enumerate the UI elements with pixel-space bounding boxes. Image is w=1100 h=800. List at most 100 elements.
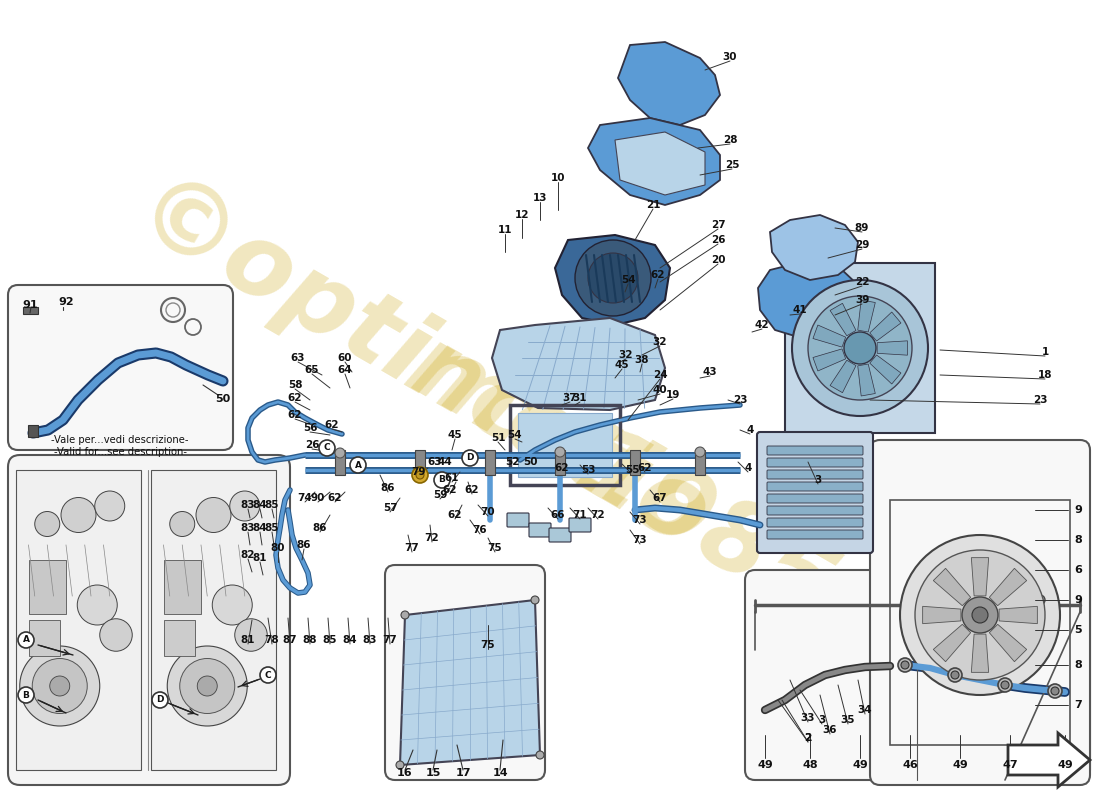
FancyBboxPatch shape xyxy=(870,440,1090,785)
Text: nce1985: nce1985 xyxy=(389,318,850,642)
Text: 10: 10 xyxy=(551,173,565,183)
Text: 45: 45 xyxy=(448,430,462,440)
Text: 18: 18 xyxy=(1037,370,1053,380)
Circle shape xyxy=(792,280,928,416)
Text: 62: 62 xyxy=(288,410,302,420)
Bar xyxy=(890,500,1070,745)
Circle shape xyxy=(1035,595,1045,605)
Circle shape xyxy=(575,240,651,316)
Text: 74: 74 xyxy=(298,493,312,503)
Text: A: A xyxy=(354,461,362,470)
Text: 58: 58 xyxy=(288,380,302,390)
Text: 37: 37 xyxy=(563,393,578,403)
Circle shape xyxy=(962,597,998,633)
Text: 90: 90 xyxy=(311,493,326,503)
Text: 60: 60 xyxy=(338,353,352,363)
Polygon shape xyxy=(923,606,961,624)
Text: 85: 85 xyxy=(265,500,279,510)
Text: 7: 7 xyxy=(1074,700,1082,710)
Polygon shape xyxy=(989,568,1026,606)
Text: 5: 5 xyxy=(1075,625,1081,635)
Circle shape xyxy=(32,658,87,714)
Circle shape xyxy=(152,692,168,708)
Text: 54: 54 xyxy=(508,430,522,440)
Text: 57: 57 xyxy=(383,503,397,513)
Text: D: D xyxy=(156,695,164,705)
Text: 40: 40 xyxy=(652,385,668,395)
FancyBboxPatch shape xyxy=(767,470,864,479)
Text: 16: 16 xyxy=(397,768,412,778)
Bar xyxy=(336,450,345,475)
Text: 65: 65 xyxy=(305,365,319,375)
Circle shape xyxy=(556,447,565,457)
Text: 34: 34 xyxy=(858,705,872,715)
Circle shape xyxy=(844,332,876,364)
Text: 77: 77 xyxy=(383,635,397,645)
Circle shape xyxy=(260,667,276,683)
Text: 23: 23 xyxy=(733,395,747,405)
Polygon shape xyxy=(870,312,901,341)
Text: 85: 85 xyxy=(265,523,279,533)
Circle shape xyxy=(319,440,336,456)
Text: 62: 62 xyxy=(324,420,339,430)
Text: 27: 27 xyxy=(711,220,725,230)
FancyBboxPatch shape xyxy=(767,530,864,539)
Text: 9: 9 xyxy=(1074,595,1082,605)
Text: 62: 62 xyxy=(554,463,570,473)
FancyBboxPatch shape xyxy=(8,285,233,450)
Text: 63: 63 xyxy=(428,457,442,467)
Bar xyxy=(695,450,705,475)
Bar xyxy=(518,413,612,477)
Polygon shape xyxy=(400,600,540,765)
Bar xyxy=(785,263,935,433)
Text: 79: 79 xyxy=(410,467,426,477)
Text: 62: 62 xyxy=(638,463,652,473)
Text: 11: 11 xyxy=(497,225,513,235)
FancyBboxPatch shape xyxy=(767,446,864,455)
Text: 87: 87 xyxy=(283,635,297,645)
Circle shape xyxy=(396,761,404,769)
Text: 23: 23 xyxy=(1033,395,1047,405)
Text: 50: 50 xyxy=(216,394,231,404)
Text: 31: 31 xyxy=(573,393,587,403)
Text: 55: 55 xyxy=(625,465,639,475)
Circle shape xyxy=(416,471,424,479)
FancyBboxPatch shape xyxy=(549,528,571,542)
Circle shape xyxy=(169,511,195,537)
Circle shape xyxy=(234,618,267,651)
Text: 30: 30 xyxy=(723,52,737,62)
Bar xyxy=(164,620,195,656)
Text: 2: 2 xyxy=(804,733,812,743)
Text: 54: 54 xyxy=(620,275,636,285)
Text: 86: 86 xyxy=(381,483,395,493)
Text: 13: 13 xyxy=(532,193,548,203)
Bar xyxy=(23,307,38,314)
Text: 49: 49 xyxy=(852,760,868,770)
Text: D: D xyxy=(466,454,474,462)
Text: 50: 50 xyxy=(522,457,537,467)
Polygon shape xyxy=(933,624,970,662)
Text: 61: 61 xyxy=(444,473,460,483)
Circle shape xyxy=(35,511,59,537)
Polygon shape xyxy=(858,300,876,332)
Text: 76: 76 xyxy=(473,525,487,535)
Text: 81: 81 xyxy=(241,635,255,645)
Text: 73: 73 xyxy=(632,535,647,545)
Text: 32: 32 xyxy=(652,337,668,347)
Text: 15: 15 xyxy=(426,768,441,778)
Polygon shape xyxy=(989,624,1026,662)
Text: 85: 85 xyxy=(322,635,338,645)
Text: 38: 38 xyxy=(635,355,649,365)
Text: 8: 8 xyxy=(1074,535,1082,545)
FancyBboxPatch shape xyxy=(507,513,529,527)
Text: 25: 25 xyxy=(725,160,739,170)
Circle shape xyxy=(167,646,248,726)
Text: B: B xyxy=(439,475,446,485)
Circle shape xyxy=(998,678,1012,692)
Polygon shape xyxy=(770,215,858,280)
Polygon shape xyxy=(971,634,989,672)
Text: A: A xyxy=(22,635,30,645)
Text: 28: 28 xyxy=(723,135,737,145)
Text: 62: 62 xyxy=(288,393,302,403)
Text: 91: 91 xyxy=(22,300,37,310)
